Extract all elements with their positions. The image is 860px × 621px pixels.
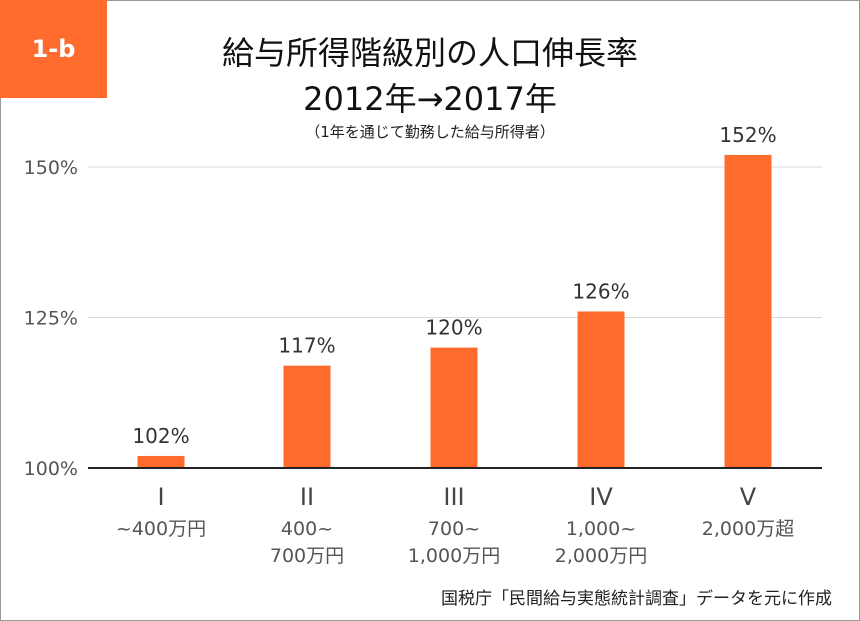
bar [430, 347, 478, 468]
category-sublabel: 400~ [281, 518, 333, 540]
chart-id-badge: 1-b [0, 0, 107, 98]
bar [283, 365, 331, 468]
data-label: 120% [425, 316, 482, 340]
chart-subtitle: （1年を通じて勤務した給与所得者） [305, 123, 555, 141]
category-sublabel: 1,000万円 [408, 545, 500, 567]
category-label: II [300, 483, 314, 511]
category-label: III [443, 483, 464, 511]
category-label: I [157, 483, 164, 511]
y-tick-label: 150% [24, 157, 78, 179]
category-sublabel: 1,000~ [566, 518, 636, 540]
data-label: 117% [278, 334, 335, 358]
data-label: 102% [132, 424, 189, 448]
y-tick-label: 125% [24, 308, 78, 330]
category-label: V [740, 483, 757, 511]
chart-title-period: 2012年→2017年 [303, 80, 557, 118]
category-sublabel: 2,000万円 [555, 545, 647, 567]
source-note: 国税庁「民間給与実態統計調査」データを元に作成 [441, 589, 832, 609]
category-sublabel: 700~ [428, 518, 480, 540]
bar [577, 311, 625, 468]
chart-title: 給与所得階級別の人口伸長率 [221, 34, 638, 72]
data-label: 126% [572, 279, 629, 303]
bar [724, 154, 772, 468]
y-tick-label: 100% [24, 458, 78, 480]
category-sublabel: 2,000万超 [702, 518, 794, 540]
category-sublabel: 700万円 [270, 545, 344, 567]
category-sublabel: ~400万円 [116, 518, 206, 540]
data-label: 152% [719, 123, 776, 147]
bar [137, 455, 185, 468]
category-label: IV [589, 483, 613, 511]
